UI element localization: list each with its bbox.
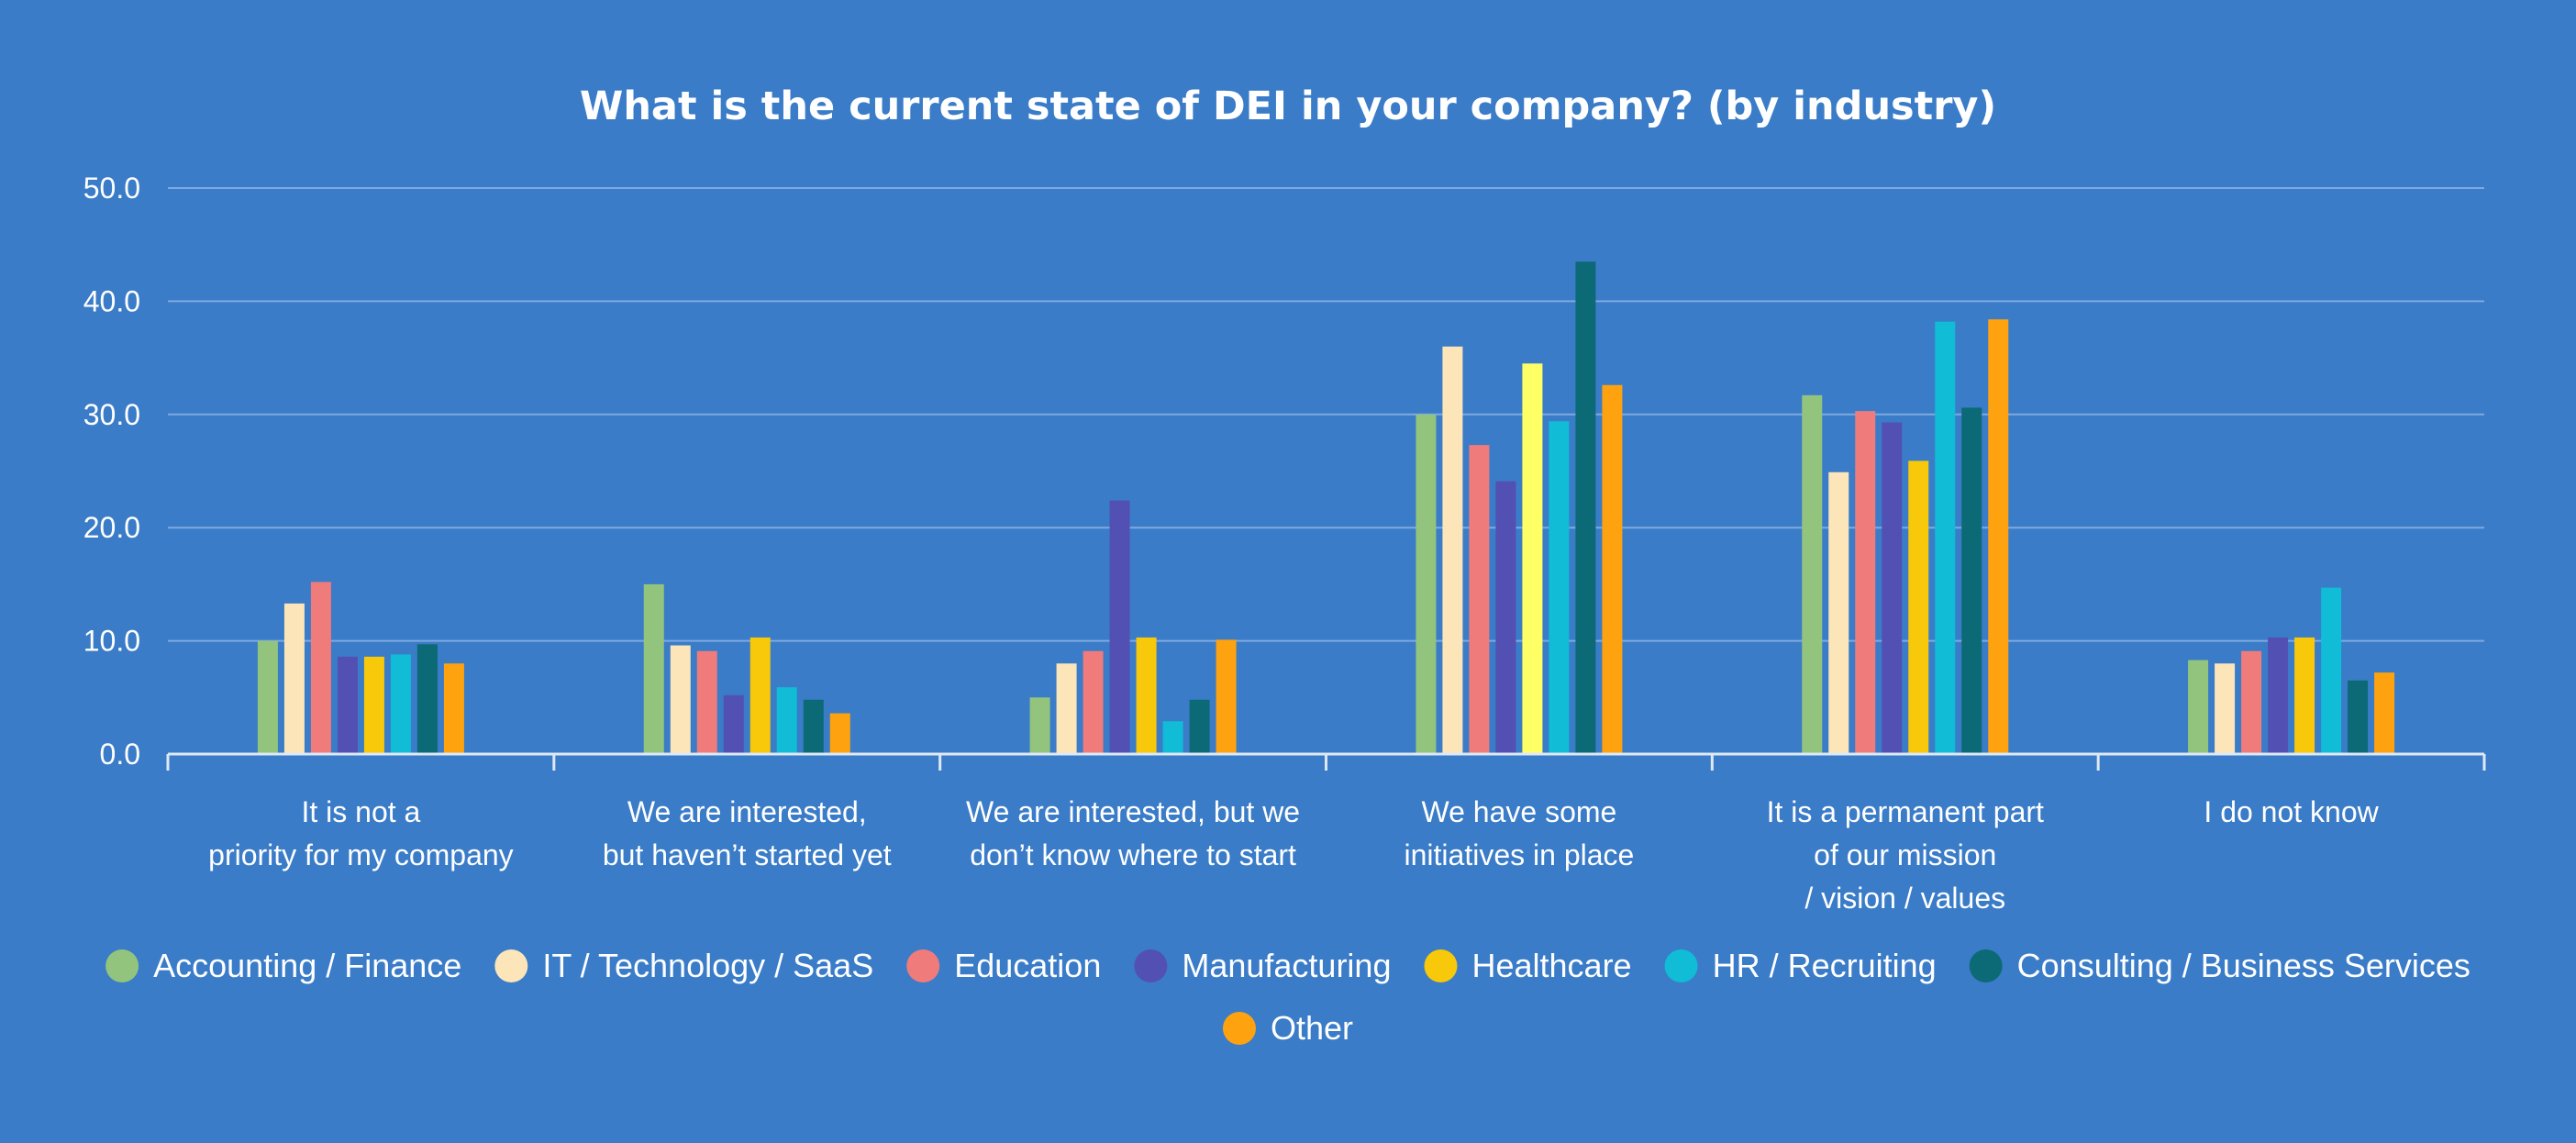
x-tick-label: We are interested, but haven’t started ye…: [603, 795, 892, 871]
bar: [829, 713, 850, 754]
x-tick-label: We are interested, but we don’t know wher…: [966, 795, 1300, 871]
legend-swatch: [906, 949, 940, 982]
bar: [1855, 411, 1876, 754]
legend-item: Healthcare: [1424, 947, 1632, 984]
legend-item: Other: [1222, 1009, 1353, 1047]
legend-label: Other: [1271, 1009, 1353, 1047]
legend-label: Healthcare: [1471, 947, 1631, 984]
bar: [1935, 321, 1956, 754]
bar: [2188, 660, 2209, 754]
legend-item: Manufacturing: [1134, 947, 1391, 984]
legend-swatch: [1664, 949, 1698, 982]
chart-title: What is the current state of DEI in your…: [580, 83, 1996, 129]
bar: [1549, 421, 1570, 754]
legend-item: Accounting / Finance: [105, 947, 461, 984]
bar: [1189, 699, 1210, 754]
bar: [1056, 663, 1077, 754]
bar: [2348, 680, 2369, 754]
bar: [643, 583, 664, 754]
grid-layer: 0.0 10.0 20.0 30.0 40.0 50.0: [83, 172, 2484, 771]
bar: [1029, 697, 1050, 754]
bar: [337, 656, 358, 754]
bar: [670, 645, 691, 754]
bar: [1416, 414, 1437, 754]
y-tick-label: 20.0: [83, 511, 140, 544]
legend-label: IT / Technology / SaaS: [542, 947, 873, 984]
legend-swatch: [105, 949, 139, 982]
bar: [2294, 637, 2315, 754]
y-tick-label: 50.0: [83, 172, 140, 205]
bar: [283, 603, 305, 754]
bar: [1162, 721, 1183, 754]
legend-item: HR / Recruiting: [1664, 947, 1937, 984]
legend-swatch: [1134, 949, 1168, 982]
bar: [2321, 587, 2342, 754]
legend-label: Education: [954, 947, 1101, 984]
bar: [723, 694, 744, 754]
bar: [2268, 637, 2289, 754]
bar: [1828, 472, 1849, 754]
x-tick-label: It is a permanent part of our mission / vi…: [1767, 795, 2044, 915]
legend-label: HR / Recruiting: [1713, 947, 1937, 984]
bar: [390, 654, 411, 754]
y-tick-label: 0.0: [100, 738, 140, 771]
legend-item: Consulting / Business Services: [1969, 947, 2471, 984]
x-tick-label: It is not a priority for my company: [208, 795, 514, 871]
bar: [1988, 319, 2009, 754]
bar: [1442, 346, 1463, 754]
bar: [1602, 384, 1623, 754]
bar: [1083, 650, 1104, 754]
legend-label: Consulting / Business Services: [2017, 947, 2471, 984]
legend-swatch: [1969, 949, 2003, 982]
bar: [363, 656, 384, 754]
bar: [1802, 394, 1823, 754]
x-tick-label: We have some initiatives in place: [1405, 795, 1635, 871]
legend-label: Accounting / Finance: [153, 947, 461, 984]
bar: [1469, 445, 1490, 754]
bar: [776, 687, 797, 754]
bar: [416, 644, 438, 754]
legend-swatch: [1424, 949, 1458, 982]
bar: [310, 582, 331, 754]
bar: [1908, 461, 1929, 754]
bar: [2215, 663, 2236, 754]
bar: [1216, 639, 1237, 754]
legend-label: Manufacturing: [1182, 947, 1391, 984]
bar: [749, 637, 771, 754]
bar: [257, 640, 278, 754]
bar: [1495, 481, 1516, 754]
bar: [803, 699, 824, 754]
legend-item: IT / Technology / SaaS: [494, 947, 873, 984]
bar: [696, 650, 717, 754]
legend-swatch: [494, 949, 528, 982]
y-tick-label: 30.0: [83, 398, 140, 431]
bars-layer: [257, 261, 2395, 755]
category-labels: It is not a priority for my company We are…: [208, 795, 2379, 915]
bar: [1109, 500, 1130, 754]
bar: [2374, 672, 2395, 754]
bar: [1882, 422, 1903, 754]
bar: [1961, 407, 1982, 754]
bar: [1522, 363, 1543, 754]
y-tick-label: 10.0: [83, 625, 140, 658]
bar: [1136, 637, 1157, 754]
bar: [1575, 261, 1596, 755]
y-tick-label: 40.0: [83, 284, 140, 317]
bar: [443, 663, 464, 754]
bar: [2241, 650, 2262, 754]
legend: Accounting / Finance IT / Technology / Sa…: [105, 947, 2471, 1047]
legend-swatch: [1222, 1012, 1256, 1045]
x-axis: [166, 752, 2486, 771]
legend-item: Education: [906, 947, 1101, 984]
x-tick-label: I do not know: [2204, 795, 2379, 828]
